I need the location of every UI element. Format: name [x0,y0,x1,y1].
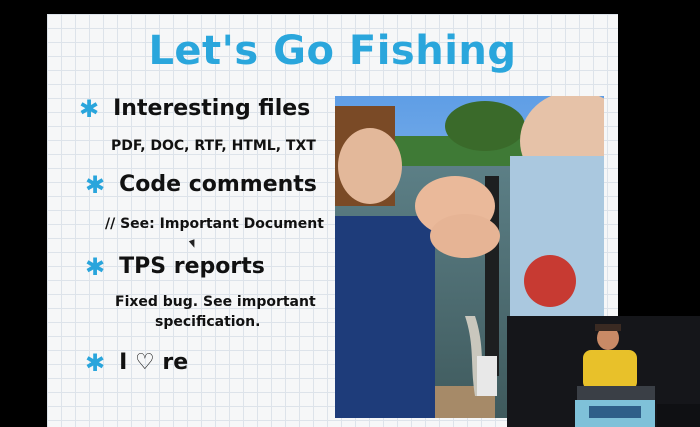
bullet-label: Interesting files [113,96,311,121]
bullet-detail-line2: specification. [155,314,261,330]
bullet-interesting-files: ✱ Interesting files [79,96,310,121]
bullet-i-love-re: ✱ I ♡ re [85,350,188,375]
asterisk-bullet-icon: ✱ [85,348,106,377]
slide-title: Let's Go Fishing [148,28,517,74]
bullet-label-post: re [162,350,189,375]
asterisk-bullet-icon: ✱ [79,94,100,123]
mouse-cursor-icon [188,239,198,249]
bullet-code-comments: ✱ Code comments [85,172,317,197]
bullet-label: TPS reports [119,254,265,279]
presenter-video-inset [507,316,700,427]
asterisk-bullet-icon: ✱ [85,252,106,281]
asterisk-bullet-icon: ✱ [85,170,106,199]
bullet-detail: // See: Important Document [105,216,324,232]
bullet-detail: PDF, DOC, RTF, HTML, TXT [111,138,316,154]
heart-outline-icon: ♡ [134,350,155,375]
bullet-label-pre: I [119,350,128,375]
bullet-label: I ♡ re [119,350,188,375]
bullet-tps-reports: ✱ TPS reports [85,254,265,279]
bullet-label: Code comments [119,172,317,197]
bullet-detail-line1: Fixed bug. See important [115,294,316,310]
